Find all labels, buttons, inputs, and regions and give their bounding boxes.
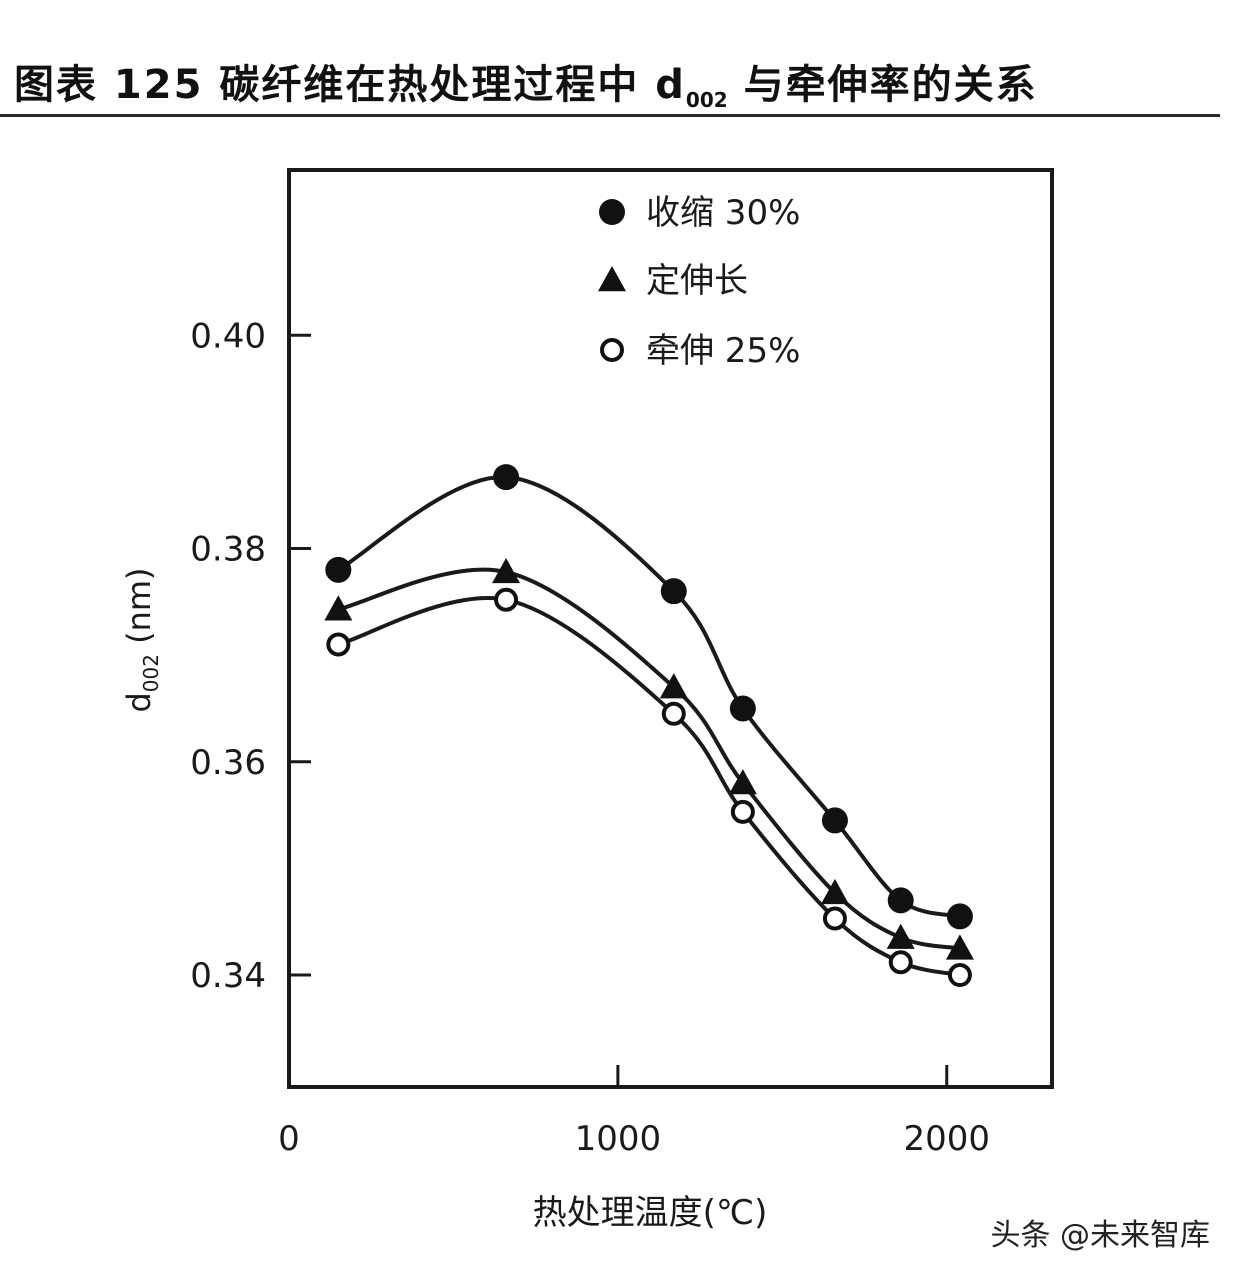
series-line	[337, 567, 961, 951]
data-point	[822, 906, 847, 931]
y-label-sub: 002	[139, 654, 163, 692]
y-tick-label: 0.34	[190, 956, 266, 996]
header: 图表 125 碳纤维在热处理过程中 d002 与牵伸率的关系	[0, 0, 1236, 120]
x-tick-label: 1000	[575, 1119, 662, 1159]
page-title: 图表 125 碳纤维在热处理过程中 d002 与牵伸率的关系	[14, 52, 1038, 112]
x-axis-label: 热处理温度(℃)	[533, 1193, 768, 1233]
series-3	[326, 587, 972, 988]
x-tick-label: 0	[278, 1119, 300, 1159]
legend-marker	[600, 338, 624, 362]
data-point	[888, 950, 913, 975]
title-suffix: 与牵伸率的关系	[727, 62, 1038, 108]
data-point	[821, 807, 848, 834]
y-axis-label: d002 (nm)	[120, 567, 163, 712]
data-point	[492, 557, 521, 584]
legend-label: 牵伸 25%	[646, 331, 800, 371]
data-point	[946, 903, 973, 930]
data-point	[494, 587, 519, 612]
legend-marker	[598, 266, 626, 292]
watermark: 头条 @未来智库	[990, 1218, 1210, 1253]
plot-frame	[287, 168, 1054, 1089]
title-prefix: 图表 125 碳纤维在热处理过程中 d	[14, 62, 686, 108]
series-1	[325, 464, 973, 930]
data-point	[947, 963, 972, 988]
title-divider	[0, 114, 1220, 117]
data-point	[493, 464, 520, 491]
x-axis-ticks: 0 1000 2000	[278, 1065, 990, 1159]
series-line	[337, 596, 961, 978]
y-tick-label: 0.40	[190, 316, 266, 356]
series-layer	[324, 464, 974, 988]
series-2	[324, 557, 974, 960]
data-point	[326, 632, 351, 657]
title-subscript: 002	[685, 88, 728, 112]
y-tick-label: 0.38	[190, 530, 266, 570]
y-tick-label: 0.36	[190, 743, 266, 783]
data-point	[660, 578, 687, 605]
data-point	[325, 556, 352, 583]
data-point	[728, 769, 757, 795]
data-point	[886, 923, 915, 949]
y-label-main: d	[120, 692, 158, 712]
legend-marker	[599, 199, 625, 225]
data-point	[820, 878, 849, 905]
x-tick-label: 2000	[903, 1119, 990, 1159]
data-point	[945, 934, 974, 960]
y-axis-ticks: 0.34 0.36 0.38 0.40	[190, 316, 311, 996]
data-point	[659, 673, 688, 699]
series-line	[337, 475, 961, 919]
data-point	[661, 701, 686, 726]
data-point	[324, 595, 353, 621]
data-point	[730, 799, 755, 824]
data-point	[887, 887, 914, 914]
legend-label: 定伸长	[646, 261, 748, 301]
data-point	[729, 695, 756, 722]
legend-label: 收缩 30%	[646, 193, 800, 233]
y-label-unit: (nm)	[120, 567, 158, 654]
